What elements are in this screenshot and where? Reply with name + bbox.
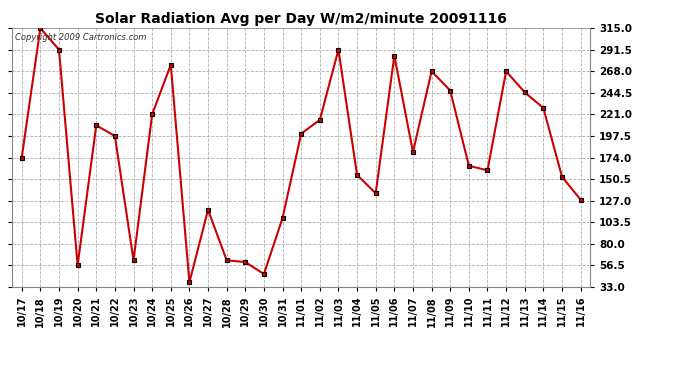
Title: Solar Radiation Avg per Day W/m2/minute 20091116: Solar Radiation Avg per Day W/m2/minute … (95, 12, 507, 26)
Text: Copyright 2009 Cartronics.com: Copyright 2009 Cartronics.com (15, 33, 147, 42)
